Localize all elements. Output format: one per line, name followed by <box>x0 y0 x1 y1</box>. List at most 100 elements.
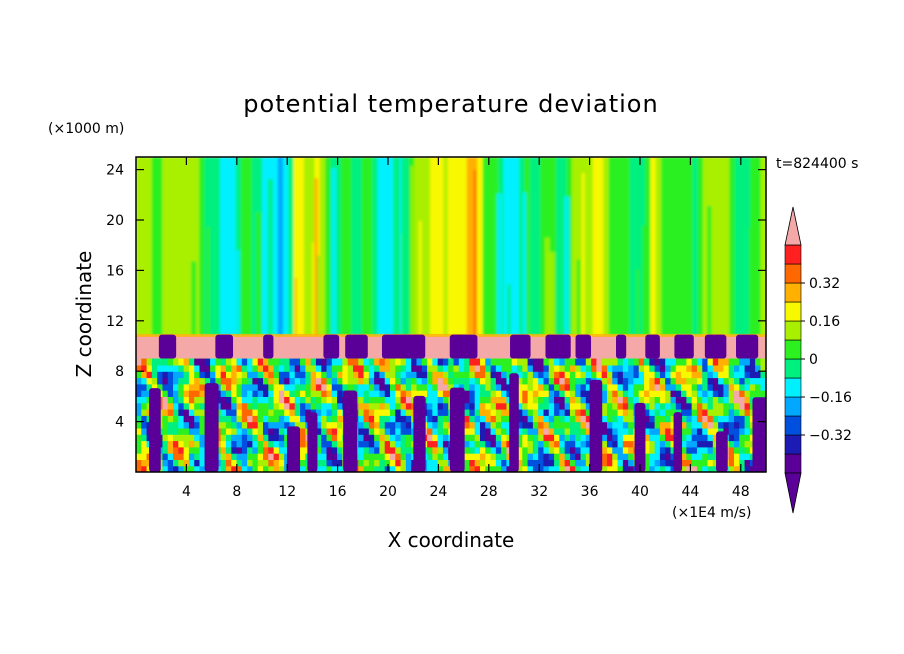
lower-cell <box>437 453 444 460</box>
lower-cell <box>744 446 751 454</box>
lower-cell <box>231 396 238 404</box>
lower-cell <box>575 453 582 460</box>
lower-cell <box>733 427 740 435</box>
band-blob <box>704 334 727 359</box>
upper-streak <box>548 252 555 336</box>
lower-cell <box>517 402 523 410</box>
lower-cell <box>564 427 571 435</box>
lower-cell <box>273 390 280 397</box>
lower-cell <box>390 409 396 416</box>
lower-cell <box>178 453 185 460</box>
lower-cell <box>522 390 529 397</box>
lower-cell <box>416 358 423 366</box>
lower-cell <box>527 459 534 467</box>
lower-cell <box>686 377 693 385</box>
lower-cell <box>649 465 656 472</box>
lower-cell <box>252 446 259 454</box>
lower-cell <box>141 364 148 372</box>
lower-cell <box>437 364 444 372</box>
lower-cell <box>739 440 746 448</box>
upper-stripe <box>687 157 694 336</box>
lower-cell <box>575 415 582 423</box>
lower-cell <box>173 427 179 435</box>
lower-cell <box>522 465 529 472</box>
lower-cell <box>559 383 566 391</box>
lower-cell <box>352 383 359 391</box>
lower-cell <box>559 371 566 379</box>
lower-cell <box>342 364 349 372</box>
lower-cell <box>559 465 566 472</box>
lower-cell <box>289 402 296 410</box>
lower-cell <box>495 390 502 397</box>
lower-cell <box>686 402 693 410</box>
lower-cell <box>231 440 238 448</box>
lower-cell <box>368 434 375 442</box>
x-tick-label: 40 <box>631 484 649 500</box>
lower-cell <box>527 402 534 410</box>
lower-cell <box>315 421 322 429</box>
upper-stripe <box>377 157 384 336</box>
lower-cell <box>136 377 142 385</box>
lower-cell <box>437 383 444 391</box>
lower-cell <box>384 440 391 448</box>
lower-cell <box>141 383 148 391</box>
lower-cell <box>136 440 142 448</box>
lower-cell <box>231 377 238 385</box>
lower-cell <box>220 390 227 397</box>
lower-cell <box>252 465 259 472</box>
lower-cell <box>532 459 539 467</box>
lower-cell <box>374 358 381 366</box>
lower-cell <box>326 364 333 372</box>
lower-cell <box>427 383 433 391</box>
upper-stripe <box>524 157 531 336</box>
lower-cell <box>718 364 725 372</box>
lower-cell <box>543 358 550 366</box>
lower-cell <box>702 371 709 379</box>
lower-cell <box>273 440 280 448</box>
lower-cell <box>559 440 566 448</box>
lower-cell <box>289 358 296 366</box>
lower-cell <box>654 465 661 472</box>
lower-cell <box>374 453 381 460</box>
upper-stripe <box>661 157 667 336</box>
lower-cell <box>358 358 365 366</box>
lower-cell <box>612 446 619 454</box>
upper-stripe <box>493 157 499 336</box>
lower-cell <box>739 358 746 366</box>
lower-cell <box>739 364 746 372</box>
lower-cell <box>702 377 709 385</box>
lower-cell <box>569 377 576 385</box>
lower-cell <box>358 402 365 410</box>
lower-cell <box>564 440 571 448</box>
upper-stripe <box>277 157 284 336</box>
lower-cell <box>358 364 365 372</box>
y-tick-label: 4 <box>115 415 124 431</box>
lower-cell <box>691 434 698 442</box>
lower-cell <box>151 364 158 372</box>
lower-cell <box>490 427 497 435</box>
lower-cell <box>236 358 243 366</box>
lower-cell <box>390 421 396 429</box>
lower-cell <box>543 440 550 448</box>
lower-cell <box>675 364 682 372</box>
lower-cell <box>622 409 629 416</box>
lower-cell <box>728 383 735 391</box>
lower-cell <box>474 402 481 410</box>
lower-cell <box>474 459 481 467</box>
lower-cell <box>300 453 306 460</box>
lower-cell <box>405 396 412 404</box>
lower-cell <box>612 459 619 467</box>
lower-cell <box>617 434 624 442</box>
lower-cell <box>379 358 386 366</box>
lower-cell <box>315 446 322 454</box>
upper-streak <box>706 205 712 336</box>
lower-cell <box>294 371 301 379</box>
lower-cell <box>167 383 174 391</box>
lower-cell <box>739 402 746 410</box>
lower-cell <box>337 402 343 410</box>
lower-cell <box>744 415 751 423</box>
lower-cell <box>183 402 190 410</box>
lower-cell <box>374 364 381 372</box>
lower-cell <box>458 364 465 372</box>
lower-cell <box>638 364 645 372</box>
